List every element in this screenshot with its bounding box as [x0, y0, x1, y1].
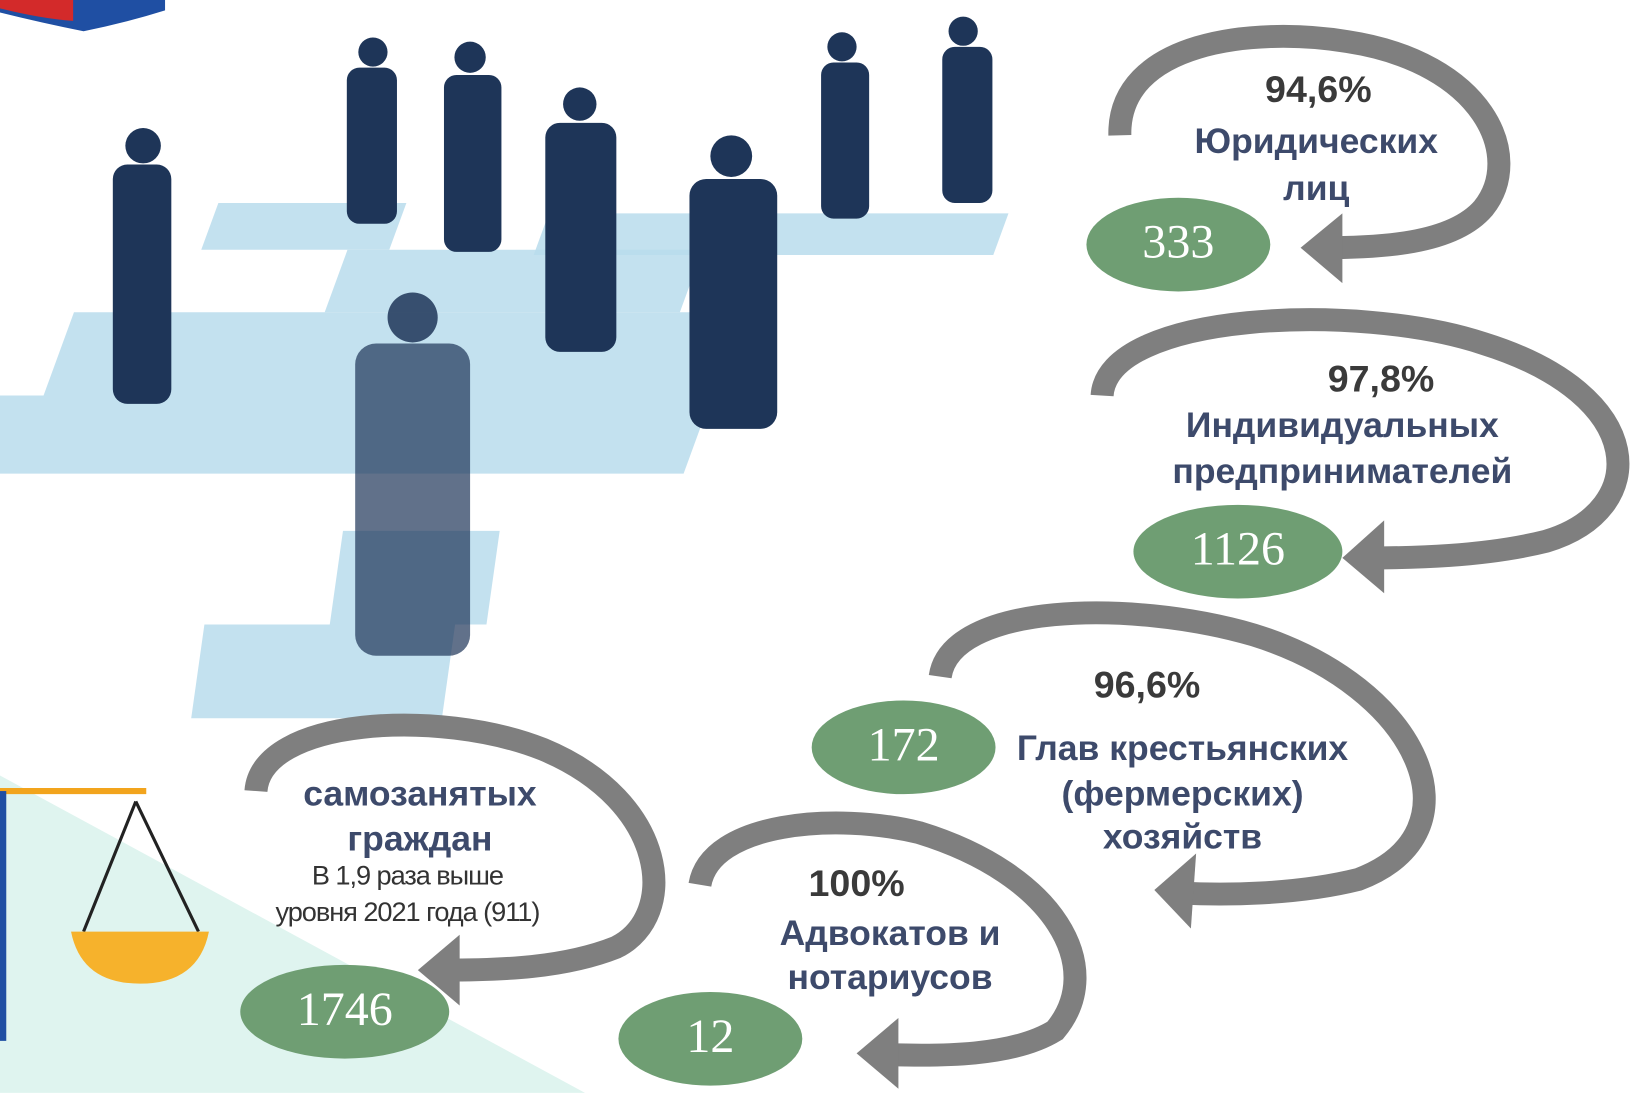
people	[112, 16, 993, 656]
count: 12	[686, 1010, 734, 1063]
label: предпринимателей	[1172, 451, 1512, 491]
arrows	[244, 24, 1630, 1089]
percent: 97,8%	[1328, 357, 1435, 399]
label: Индивидуальных	[1186, 405, 1499, 445]
scales-icon	[0, 787, 209, 1041]
count-oval	[618, 991, 803, 1086]
count-oval	[240, 964, 450, 1059]
count: 1126	[1191, 523, 1285, 576]
label: Глав крестьянских	[1017, 728, 1349, 768]
note: В 1,9 раза выше	[312, 860, 503, 891]
label: Адвокатов и	[780, 913, 1001, 953]
count-oval	[1086, 197, 1271, 292]
count: 1746	[297, 983, 393, 1036]
label: хозяйств	[1103, 816, 1262, 856]
label: самозанятых	[303, 774, 537, 814]
label: граждан	[347, 818, 492, 858]
label: Юридических	[1195, 121, 1439, 161]
percent: 94,6%	[1265, 68, 1372, 110]
count: 333	[1142, 216, 1214, 269]
percent: 100%	[809, 862, 905, 904]
note: уровня 2021 года (911)	[275, 896, 539, 927]
count: 172	[868, 718, 940, 771]
label: нотариусов	[788, 957, 993, 997]
label: лиц	[1283, 168, 1349, 208]
count-oval	[1133, 504, 1343, 599]
emblem-red	[0, 0, 74, 21]
percent: 96,6%	[1094, 663, 1201, 705]
label: (фермерских)	[1062, 774, 1304, 814]
count-oval	[811, 700, 996, 795]
